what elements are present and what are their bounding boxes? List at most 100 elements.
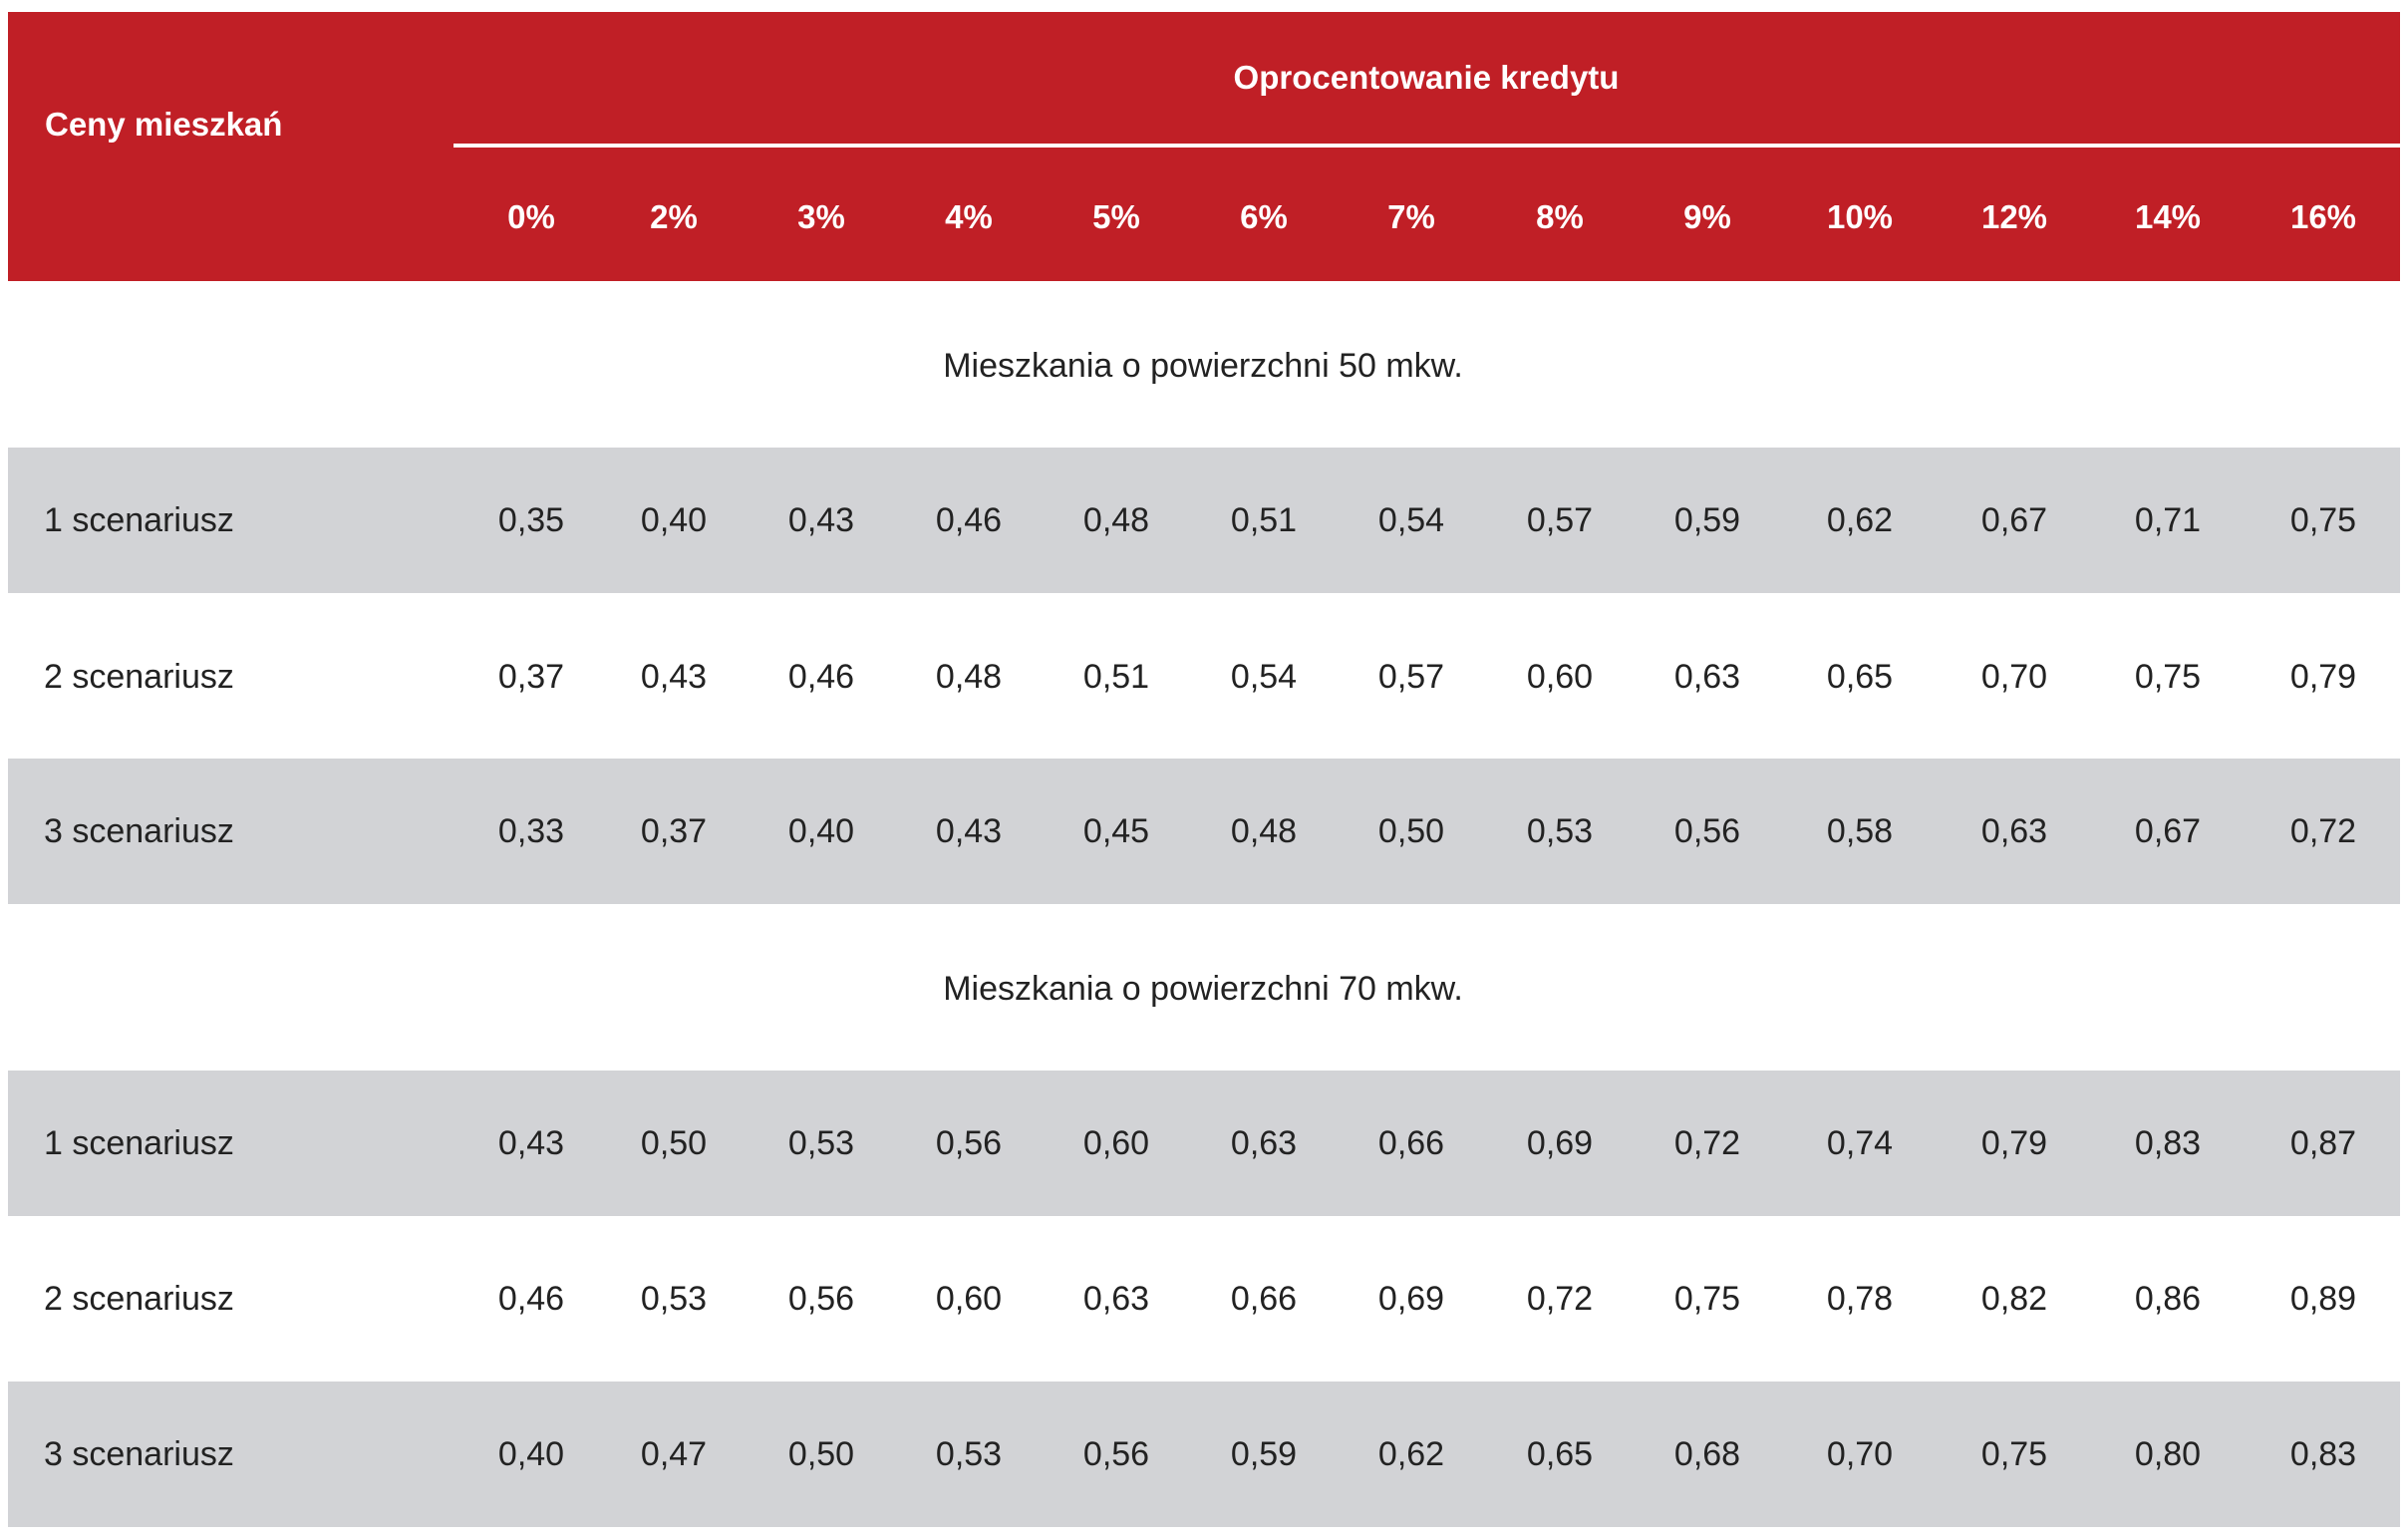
data-cell: 0,48 (1230, 812, 1298, 850)
data-cell: 0,59 (1673, 501, 1741, 539)
table-row (8, 448, 2400, 593)
column-header: 5% (1092, 198, 1140, 235)
column-group-label: Oprocentowanie kredytu (1233, 59, 1620, 96)
data-cell: 0,37 (497, 658, 565, 696)
data-cell: 0,37 (640, 812, 708, 850)
row-label: 2 scenariusz (44, 1280, 234, 1318)
data-cell: 0,46 (935, 501, 1003, 539)
data-cell: 0,75 (1673, 1280, 1741, 1318)
data-cell: 0,65 (1826, 658, 1894, 696)
data-cell: 0,78 (1826, 1280, 1894, 1318)
data-cell: 0,57 (1526, 501, 1594, 539)
data-cell: 0,50 (787, 1435, 855, 1473)
data-cell: 0,50 (640, 1124, 708, 1162)
data-cell: 0,40 (640, 501, 708, 539)
data-cell: 0,56 (1673, 812, 1741, 850)
data-cell: 0,62 (1826, 501, 1894, 539)
data-cell: 0,63 (1230, 1124, 1298, 1162)
column-header: 9% (1683, 198, 1731, 235)
column-header: 0% (507, 198, 555, 235)
column-header: 12% (1980, 198, 2048, 235)
data-cell: 0,54 (1377, 501, 1445, 539)
data-cell: 0,87 (2289, 1124, 2357, 1162)
section-title: Mieszkania o powierzchni 50 mkw. (943, 347, 1463, 385)
row-label: 3 scenariusz (44, 1435, 234, 1473)
data-cell: 0,43 (787, 501, 855, 539)
data-cell: 0,75 (2134, 658, 2202, 696)
data-cell: 0,46 (497, 1280, 565, 1318)
column-header: 6% (1240, 198, 1288, 235)
section-title: Mieszkania o powierzchni 70 mkw. (943, 970, 1463, 1008)
table-row (8, 1071, 2400, 1216)
row-label: 3 scenariusz (44, 812, 234, 850)
data-cell: 0,75 (1980, 1435, 2048, 1473)
data-cell: 0,51 (1082, 658, 1150, 696)
data-cell: 0,72 (2289, 812, 2357, 850)
data-cell: 0,89 (2289, 1280, 2357, 1318)
column-header: 14% (2134, 198, 2202, 235)
row-label: 1 scenariusz (44, 501, 234, 539)
data-cell: 0,83 (2289, 1435, 2357, 1473)
column-header: 2% (650, 198, 698, 235)
data-cell: 0,48 (935, 658, 1003, 696)
data-cell: 0,53 (640, 1280, 708, 1318)
column-header: 4% (945, 198, 993, 235)
data-cell: 0,35 (497, 501, 565, 539)
data-cell: 0,33 (497, 812, 565, 850)
column-header: 3% (797, 198, 845, 235)
row-label: 2 scenariusz (44, 658, 234, 696)
row-header-label: Ceny mieszkań (45, 106, 283, 143)
table-row (8, 1382, 2400, 1527)
data-cell: 0,60 (935, 1280, 1003, 1318)
data-cell: 0,45 (1082, 812, 1150, 850)
row-label: 1 scenariusz (44, 1124, 234, 1162)
data-cell: 0,43 (640, 658, 708, 696)
data-cell: 0,59 (1230, 1435, 1298, 1473)
data-cell: 0,58 (1826, 812, 1894, 850)
data-cell: 0,66 (1230, 1280, 1298, 1318)
header-divider (453, 144, 2400, 148)
table-row (8, 759, 2400, 904)
data-cell: 0,69 (1377, 1280, 1445, 1318)
data-cell: 0,47 (640, 1435, 708, 1473)
data-cell: 0,53 (1526, 812, 1594, 850)
data-cell: 0,72 (1526, 1280, 1594, 1318)
data-cell: 0,54 (1230, 658, 1298, 696)
data-cell: 0,60 (1526, 658, 1594, 696)
data-cell: 0,53 (935, 1435, 1003, 1473)
data-cell: 0,74 (1826, 1124, 1894, 1162)
column-header: 10% (1826, 198, 1894, 235)
data-cell: 0,71 (2134, 501, 2202, 539)
data-cell: 0,48 (1082, 501, 1150, 539)
data-cell: 0,70 (1826, 1435, 1894, 1473)
data-cell: 0,69 (1526, 1124, 1594, 1162)
data-cell: 0,63 (1673, 658, 1741, 696)
data-cell: 0,79 (2289, 658, 2357, 696)
data-cell: 0,62 (1377, 1435, 1445, 1473)
data-cell: 0,63 (1980, 812, 2048, 850)
data-cell: 0,67 (2134, 812, 2202, 850)
data-cell: 0,70 (1980, 658, 2048, 696)
data-cell: 0,60 (1082, 1124, 1150, 1162)
data-cell: 0,66 (1377, 1124, 1445, 1162)
data-cell: 0,80 (2134, 1435, 2202, 1473)
data-cell: 0,68 (1673, 1435, 1741, 1473)
column-header: 7% (1387, 198, 1435, 235)
data-cell: 0,65 (1526, 1435, 1594, 1473)
data-cell: 0,43 (935, 812, 1003, 850)
data-cell: 0,40 (497, 1435, 565, 1473)
data-cell: 0,46 (787, 658, 855, 696)
data-cell: 0,56 (1082, 1435, 1150, 1473)
data-cell: 0,82 (1980, 1280, 2048, 1318)
data-cell: 0,57 (1377, 658, 1445, 696)
data-cell: 0,51 (1230, 501, 1298, 539)
data-cell: 0,83 (2134, 1124, 2202, 1162)
data-cell: 0,43 (497, 1124, 565, 1162)
data-cell: 0,50 (1377, 812, 1445, 850)
column-header: 16% (2289, 198, 2357, 235)
data-cell: 0,67 (1980, 501, 2048, 539)
data-cell: 0,86 (2134, 1280, 2202, 1318)
data-cell: 0,40 (787, 812, 855, 850)
data-cell: 0,63 (1082, 1280, 1150, 1318)
